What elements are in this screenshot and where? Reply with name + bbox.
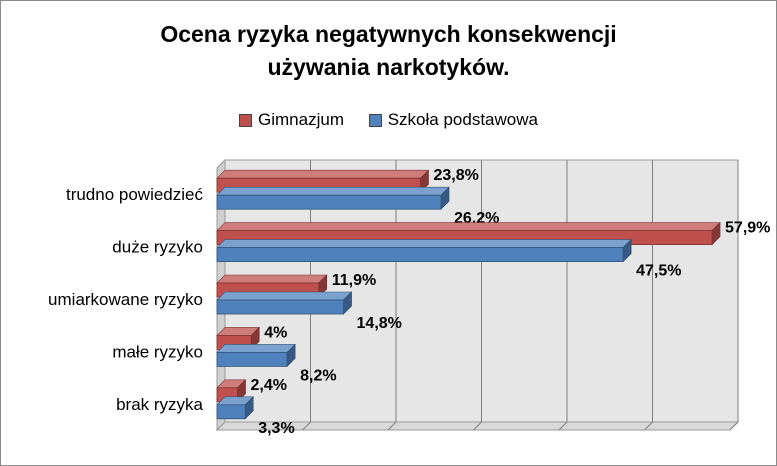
- gridline-floor: [302, 421, 311, 431]
- bar-szkola-podstawowa-małe-ryzyko-top: [216, 344, 296, 353]
- bar-szkola-podstawowa-umiarkowane-ryzyko-top: [216, 291, 353, 301]
- chart-legend: Gimnazjum Szkoła podstawowa: [0, 110, 777, 132]
- legend-label-szkola-podstawowa: Szkoła podstawowa: [387, 110, 538, 129]
- legend-label-gimnazjum: Gimnazjum: [258, 110, 344, 129]
- legend-item-szkola-podstawowa: Szkoła podstawowa: [368, 110, 538, 130]
- bar-szkola-podstawowa-duże-ryzyko: [216, 247, 624, 263]
- chart-title-line-2: używania narkotyków.: [267, 54, 510, 80]
- bar-szkola-podstawowa-trudno-powiedzieć-top: [216, 186, 450, 196]
- category-label-duże-ryzyko: duże ryzyko: [112, 238, 203, 257]
- data-label-gimnazjum-małe-ryzyko: 4%: [264, 324, 287, 341]
- category-label-trudno-powiedzieć: trudno powiedzieć: [66, 185, 204, 204]
- bar-szkola-podstawowa-trudno-powiedzieć: [216, 194, 442, 210]
- category-label-brak-ryzyka: brak ryzyka: [116, 395, 203, 414]
- category-label-małe-ryzyko: małe ryzyko: [112, 342, 203, 361]
- data-label-gimnazjum-duże-ryzyko: 57,9%: [725, 220, 770, 237]
- legend-swatch-szkola-podstawowa: [368, 113, 382, 127]
- data-label-szkola-podstawowa-umiarkowane-ryzyko: 14,8%: [357, 315, 402, 332]
- gridline-floor: [387, 421, 397, 431]
- bar-gimnazjum-umiarkowane-ryzyko-top: [216, 274, 328, 284]
- data-label-gimnazjum-trudno-powiedzieć: 23,8%: [433, 167, 478, 184]
- category-label-umiarkowane-ryzyko: umiarkowane ryzyko: [48, 290, 203, 309]
- bar-szkola-podstawowa-umiarkowane-ryzyko: [216, 299, 344, 315]
- bar-szkola-podstawowa-brak-ryzyka: [216, 404, 246, 420]
- data-label-szkola-podstawowa-duże-ryzyko: 47,5%: [636, 263, 681, 280]
- bar-gimnazjum-trudno-powiedzieć-top: [216, 169, 430, 179]
- data-label-szkola-podstawowa-brak-ryzyka: 3,3%: [258, 420, 294, 437]
- legend-swatch-gimnazjum: [239, 113, 253, 127]
- data-label-gimnazjum-umiarkowane-ryzyko: 11,9%: [332, 272, 376, 289]
- bar-szkola-podstawowa-małe-ryzyko: [216, 351, 288, 367]
- bar-szkola-podstawowa-duże-ryzyko-top: [216, 239, 632, 248]
- gridline-floor: [558, 421, 568, 431]
- gridline-floor: [729, 421, 739, 431]
- chart-title: Ocena ryzyka negatywnych konsekwencji uż…: [0, 18, 777, 84]
- data-label-gimnazjum-brak-ryzyka: 2,4%: [251, 377, 287, 394]
- gridline-floor: [473, 421, 482, 431]
- gridline-floor: [644, 421, 653, 431]
- bar-gimnazjum-duże-ryzyko-top: [216, 222, 721, 231]
- chart-title-line-1: Ocena ryzyka negatywnych konsekwencji: [160, 21, 617, 47]
- data-label-szkola-podstawowa-małe-ryzyko: 8,2%: [300, 367, 336, 384]
- legend-item-gimnazjum: Gimnazjum: [239, 110, 344, 130]
